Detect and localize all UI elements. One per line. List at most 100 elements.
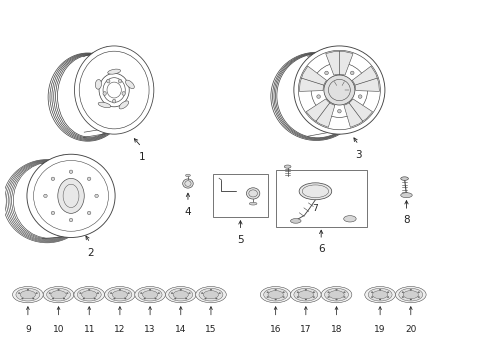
Ellipse shape: [43, 194, 47, 198]
Ellipse shape: [379, 299, 380, 300]
Ellipse shape: [106, 79, 110, 83]
Ellipse shape: [95, 194, 98, 198]
Text: 6: 6: [317, 244, 324, 254]
Ellipse shape: [284, 165, 290, 168]
Ellipse shape: [260, 287, 290, 303]
Ellipse shape: [323, 75, 354, 105]
Ellipse shape: [142, 291, 158, 299]
Ellipse shape: [104, 287, 135, 303]
Ellipse shape: [122, 91, 125, 95]
Ellipse shape: [99, 73, 129, 107]
Bar: [213, 174, 267, 217]
Ellipse shape: [16, 288, 40, 301]
Text: 7: 7: [312, 204, 318, 213]
Ellipse shape: [21, 298, 23, 299]
Text: 18: 18: [330, 325, 342, 334]
Ellipse shape: [108, 288, 132, 301]
Text: 13: 13: [144, 325, 156, 334]
Ellipse shape: [27, 289, 29, 290]
Ellipse shape: [165, 287, 196, 303]
Ellipse shape: [51, 211, 55, 215]
Ellipse shape: [298, 291, 313, 299]
Ellipse shape: [88, 289, 90, 290]
Ellipse shape: [324, 288, 348, 301]
Ellipse shape: [386, 292, 388, 293]
Ellipse shape: [51, 177, 55, 180]
Ellipse shape: [282, 292, 284, 293]
Ellipse shape: [154, 298, 156, 299]
Ellipse shape: [98, 102, 110, 108]
Ellipse shape: [401, 292, 403, 293]
Text: 5: 5: [237, 235, 243, 245]
Ellipse shape: [316, 95, 320, 98]
Text: 15: 15: [205, 325, 216, 334]
Ellipse shape: [293, 46, 384, 134]
Ellipse shape: [249, 202, 256, 205]
Ellipse shape: [63, 298, 64, 299]
Ellipse shape: [337, 109, 341, 113]
Ellipse shape: [125, 80, 134, 89]
Text: 4: 4: [184, 207, 191, 217]
Text: 2: 2: [87, 248, 93, 258]
Ellipse shape: [210, 289, 211, 290]
Ellipse shape: [290, 219, 301, 223]
Ellipse shape: [290, 287, 321, 303]
Ellipse shape: [343, 216, 355, 222]
Ellipse shape: [168, 288, 192, 301]
Ellipse shape: [299, 183, 331, 200]
Ellipse shape: [95, 80, 102, 89]
Text: 9: 9: [25, 325, 31, 334]
Ellipse shape: [103, 91, 106, 95]
Ellipse shape: [138, 288, 162, 301]
Ellipse shape: [263, 288, 287, 301]
Ellipse shape: [364, 287, 395, 303]
Text: 1: 1: [139, 153, 145, 162]
Ellipse shape: [195, 287, 226, 303]
Ellipse shape: [77, 288, 101, 301]
Ellipse shape: [58, 289, 59, 290]
Ellipse shape: [74, 287, 104, 303]
Ellipse shape: [81, 291, 97, 299]
Polygon shape: [305, 99, 334, 127]
Text: 19: 19: [374, 325, 385, 334]
Text: 16: 16: [269, 325, 281, 334]
Text: 3: 3: [354, 150, 361, 160]
Polygon shape: [343, 99, 372, 127]
Ellipse shape: [204, 298, 206, 299]
Ellipse shape: [13, 287, 43, 303]
Ellipse shape: [293, 288, 317, 301]
Polygon shape: [325, 51, 352, 75]
Ellipse shape: [343, 292, 345, 293]
Ellipse shape: [372, 291, 387, 299]
Ellipse shape: [94, 298, 95, 299]
Ellipse shape: [149, 289, 151, 290]
Ellipse shape: [83, 298, 84, 299]
Ellipse shape: [27, 154, 115, 238]
Ellipse shape: [409, 289, 411, 290]
Ellipse shape: [321, 287, 351, 303]
Ellipse shape: [124, 298, 126, 299]
Ellipse shape: [119, 289, 121, 290]
Text: 20: 20: [404, 325, 416, 334]
Ellipse shape: [74, 46, 154, 134]
Ellipse shape: [305, 299, 306, 300]
Ellipse shape: [183, 179, 193, 188]
Ellipse shape: [417, 292, 419, 293]
Ellipse shape: [402, 291, 418, 299]
Text: 10: 10: [53, 325, 64, 334]
Text: 11: 11: [83, 325, 95, 334]
Ellipse shape: [274, 289, 276, 290]
Text: 8: 8: [402, 215, 409, 225]
Ellipse shape: [324, 71, 327, 75]
Ellipse shape: [107, 69, 121, 74]
Ellipse shape: [118, 79, 122, 83]
Text: 17: 17: [300, 325, 311, 334]
Ellipse shape: [43, 287, 74, 303]
Ellipse shape: [112, 291, 127, 299]
Ellipse shape: [173, 291, 188, 299]
Ellipse shape: [52, 298, 54, 299]
Ellipse shape: [174, 298, 176, 299]
Ellipse shape: [114, 298, 115, 299]
Ellipse shape: [199, 288, 223, 301]
Text: 12: 12: [114, 325, 125, 334]
